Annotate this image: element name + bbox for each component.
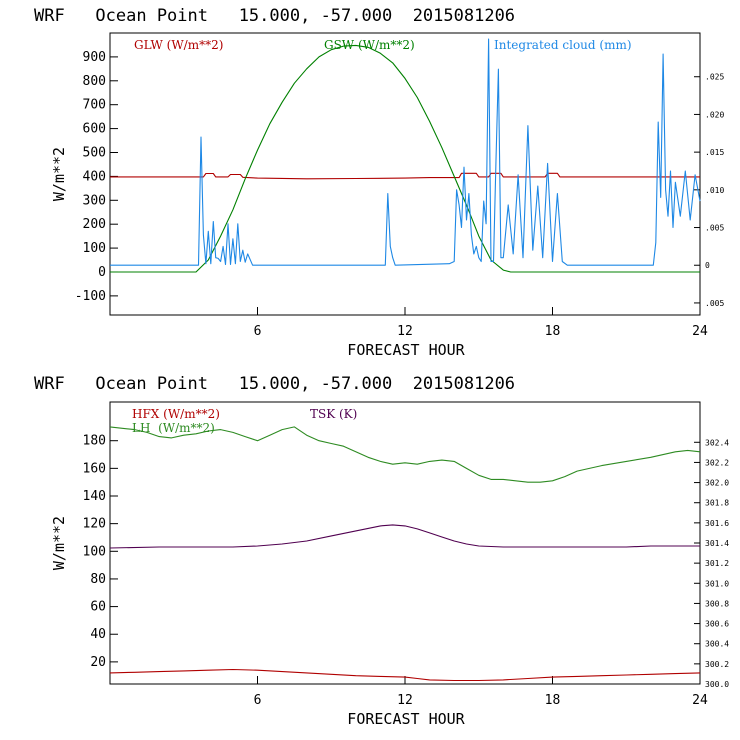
- chart-top-xtick-label: 12: [397, 324, 413, 339]
- chart-top-y2tick-label: .010: [705, 186, 724, 195]
- legend-cloud: Integrated cloud (mm): [494, 38, 632, 52]
- chart-top-ytick-label: 800: [83, 74, 106, 89]
- chart-bottom-title: WRF Ocean Point 15.000, -57.000 20150812…: [34, 374, 515, 394]
- chart-bottom-y2tick-label: 300.6: [705, 620, 729, 629]
- chart-bottom-y2tick-label: 300.8: [705, 599, 729, 608]
- chart-bottom-y2tick-label: 300.2: [705, 660, 729, 669]
- chart-top-ytick-label: 500: [83, 145, 106, 160]
- chart-top-title: WRF Ocean Point 15.000, -57.000 20150812…: [34, 6, 515, 26]
- series-line-bottom-hfx: [109, 668, 701, 682]
- chart-bottom-ytick-label: 80: [90, 572, 106, 587]
- chart-bottom-ytick-label: 180: [83, 434, 106, 449]
- chart-bottom-y2tick-label: 302.2: [705, 458, 729, 467]
- chart-bottom-xlabel: FORECAST HOUR: [347, 710, 465, 728]
- chart-bottom-y2tick-label: 300.4: [705, 640, 729, 649]
- legend-tsk: TSK (K): [310, 407, 357, 421]
- chart-bottom: WRF Ocean Point 15.000, -57.000 20150812…: [34, 374, 729, 728]
- chart-bottom-ylabel: W/m**2: [50, 516, 68, 570]
- chart-top-xtick-label: 6: [254, 324, 262, 339]
- chart-top-ylabel: W/m**2: [50, 147, 68, 201]
- chart-bottom-series: [109, 426, 701, 682]
- chart-top-y2tick-label: .020: [705, 110, 724, 119]
- chart-top: WRF Ocean Point 15.000, -57.000 20150812…: [34, 6, 724, 359]
- chart-top-x-axis: 6 12 18 24: [254, 307, 708, 339]
- legend-hfx: HFX (W/m**2): [132, 407, 220, 421]
- chart-top-y2tick-label: .005: [705, 299, 724, 308]
- chart-bottom-frame: [109, 401, 701, 685]
- chart-bottom-ytick-label: 120: [83, 517, 106, 532]
- chart-bottom-ytick-label: 100: [83, 544, 106, 559]
- chart-top-right-axis: .005 0 .005 .010 .015 .020 .025: [694, 73, 724, 308]
- chart-bottom-y2tick-label: 301.2: [705, 559, 729, 568]
- chart-top-y2tick-label: .015: [705, 148, 724, 157]
- chart-top-xlabel: FORECAST HOUR: [347, 341, 465, 359]
- chart-bottom-y2tick-label: 302.4: [705, 438, 729, 447]
- chart-bottom-y2tick-label: 301.6: [705, 519, 729, 528]
- legend-gsw: GSW (W/m**2): [324, 38, 415, 52]
- chart-top-y2tick-label: .005: [705, 224, 724, 233]
- chart-bottom-ytick-label: 160: [83, 461, 106, 476]
- chart-top-ytick-label: 100: [83, 241, 106, 256]
- chart-top-y2tick-label: 0: [705, 261, 710, 270]
- chart-bottom-ytick-label: 60: [90, 600, 106, 615]
- chart-bottom-y2tick-label: 302.0: [705, 479, 729, 488]
- chart-bottom-xtick-label: 24: [692, 693, 708, 708]
- series-line-bottom-lh: [109, 426, 701, 483]
- series-line-top-glw: [110, 172, 700, 180]
- chart-bottom-left-axis: 20 40 60 80 100 120 140 160 180: [83, 434, 118, 670]
- chart-bottom-y2tick-label: 301.8: [705, 499, 729, 508]
- chart-bottom-right-axis: 300.0 300.2 300.4 300.6 300.8 301.0 301.2 301.4…: [694, 438, 729, 689]
- chart-top-y2tick-label: .025: [705, 73, 724, 82]
- chart-bottom-y2tick-label: 301.4: [705, 539, 729, 548]
- chart-top-ytick-label: 600: [83, 122, 106, 137]
- series-line-bottom-tsk: [109, 524, 700, 549]
- chart-top-ytick-label: -100: [75, 289, 106, 304]
- chart-bottom-ytick-label: 40: [90, 627, 106, 642]
- chart-top-ytick-label: 900: [83, 50, 106, 65]
- chart-bottom-ytick-label: 140: [83, 489, 106, 504]
- chart-bottom-y2tick-label: 300.0: [705, 680, 729, 689]
- chart-top-ytick-label: 300: [83, 193, 106, 208]
- chart-top-xtick-label: 24: [692, 324, 708, 339]
- chart-top-ytick-label: 700: [83, 98, 106, 113]
- legend-glw: GLW (W/m**2): [134, 38, 223, 52]
- chart-top-frame: [109, 32, 701, 316]
- chart-bottom-y2tick-label: 301.0: [705, 579, 729, 588]
- chart-bottom-x-axis: 6 12 18 24: [254, 676, 708, 708]
- chart-bottom-xtick-label: 12: [397, 693, 413, 708]
- chart-top-xtick-label: 18: [545, 324, 561, 339]
- chart-top-ytick-label: 0: [98, 265, 106, 280]
- chart-top-ytick-label: 400: [83, 169, 106, 184]
- chart-bottom-xtick-label: 18: [545, 693, 561, 708]
- chart-top-ytick-label: 200: [83, 217, 106, 232]
- chart-top-series: [110, 38, 701, 273]
- series-line-top-integrated: [110, 38, 701, 266]
- chart-bottom-xtick-label: 6: [254, 693, 262, 708]
- legend-lh: LH (W/m**2): [132, 421, 215, 435]
- chart-bottom-ytick-label: 20: [90, 655, 106, 670]
